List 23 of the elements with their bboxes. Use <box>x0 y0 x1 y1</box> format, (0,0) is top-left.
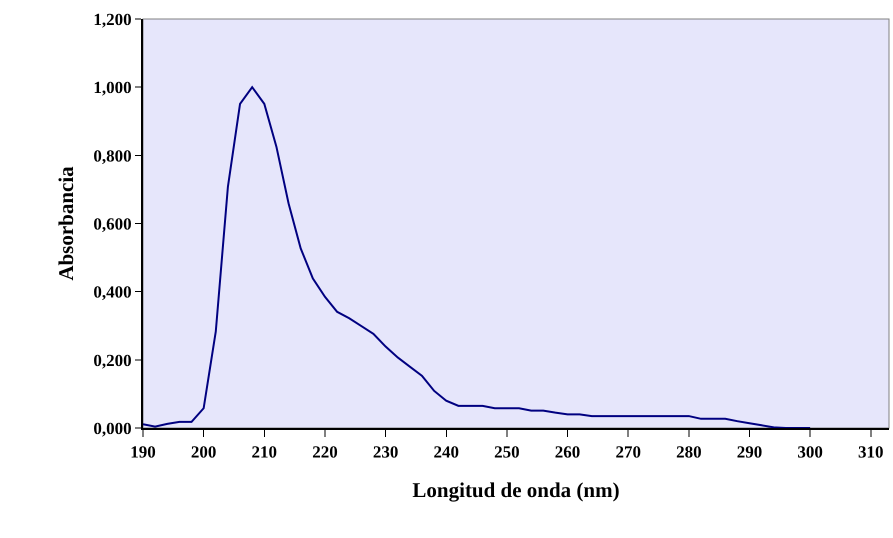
x-tick-label: 220 <box>312 442 338 462</box>
x-tick-label: 280 <box>676 442 702 462</box>
x-axis-title: Longitud de onda (nm) <box>412 478 620 502</box>
x-tick-label: 240 <box>434 442 459 462</box>
x-tick-label: 190 <box>130 442 156 462</box>
y-tick-label: 1,000 <box>93 78 132 98</box>
y-tick-label: 0,400 <box>93 282 132 302</box>
y-tick-label: 1,200 <box>93 10 132 29</box>
line-series <box>143 86 812 428</box>
x-tick-label: 270 <box>615 442 641 462</box>
x-tick-label: 310 <box>858 442 884 462</box>
y-tick-label: 0,200 <box>93 350 132 370</box>
x-tick-label: 210 <box>252 442 278 462</box>
y-tick-label: 0,000 <box>93 418 132 438</box>
y-tick-label: 0,600 <box>93 214 132 234</box>
x-tick-label: 290 <box>736 442 762 462</box>
x-tick-label: 260 <box>554 442 580 462</box>
x-tick-label: 300 <box>797 442 823 462</box>
x-tick-label: 250 <box>494 442 520 462</box>
x-tick-label: 200 <box>190 442 216 462</box>
y-tick-label: 0,800 <box>93 146 132 166</box>
y-axis-title: Absorbancia <box>54 166 78 281</box>
x-tick-label: 230 <box>372 442 398 462</box>
